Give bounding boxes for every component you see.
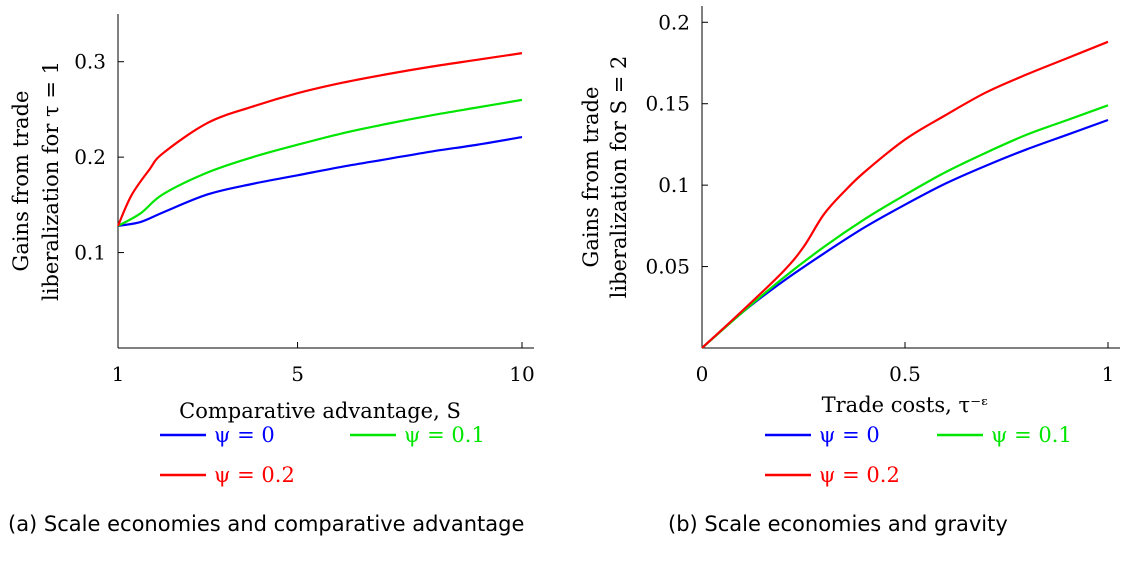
x-tick-label: 0 (696, 362, 709, 386)
caption-b-text: (b) Scale economies and gravity (668, 512, 1008, 536)
y-tick-label: 0.2 (74, 145, 106, 169)
legend-label-2: ψ = 0.2 (214, 463, 295, 487)
series-line-1 (701, 104, 1109, 349)
series-line-2 (116, 52, 523, 227)
x-tick-label: 10 (509, 362, 534, 386)
series-line-0 (117, 136, 523, 227)
y-axis-label-line1: Gains from trade (579, 87, 603, 268)
legend-label-1: ψ = 0.1 (404, 423, 485, 447)
legend-label-0: ψ = 0 (819, 423, 880, 447)
y-axis-label-line2: liberalization for τ = 1 (39, 61, 63, 301)
y-tick-label: 0.15 (645, 92, 690, 116)
legend-label-1: ψ = 0.1 (991, 423, 1072, 447)
caption-a-text: (a) Scale economies and comparative adva… (8, 512, 525, 536)
y-tick-label: 0.3 (74, 50, 106, 74)
x-tick-label: 1 (112, 362, 125, 386)
caption-b: (b) Scale economies and gravity (668, 510, 1138, 538)
legend-label-2: ψ = 0.2 (819, 463, 900, 487)
x-axis-label: Comparative advantage, S (179, 399, 461, 423)
series-line-1 (117, 98, 523, 227)
y-axis-label-line1: Gains from trade (9, 91, 33, 272)
caption-a: (a) Scale economies and comparative adva… (8, 510, 568, 538)
legend-label-0: ψ = 0 (214, 423, 275, 447)
y-tick-label: 0.05 (645, 255, 690, 279)
y-tick-label: 0.1 (74, 241, 106, 265)
series-line-0 (701, 118, 1109, 349)
series-line-2 (701, 40, 1109, 349)
chart-panel-b: 0 0.5 1 0.05 0.1 0.15 0.2 Trade costs, τ⁻ᵋ Gains… (579, 6, 1120, 487)
x-tick-label: 1 (1102, 362, 1115, 386)
x-tick-label: 5 (291, 362, 304, 386)
y-tick-label: 0.1 (658, 173, 690, 197)
x-tick-label: 0.5 (889, 362, 921, 386)
chart-panel-a: 1 5 10 0.1 0.2 0.3 Comparative advantage, S Gai… (9, 14, 535, 487)
x-axis-label: Trade costs, τ⁻ᵋ (822, 393, 989, 417)
y-tick-label: 0.2 (658, 10, 690, 34)
y-axis-label-line2: liberalization for S = 2 (607, 56, 631, 299)
